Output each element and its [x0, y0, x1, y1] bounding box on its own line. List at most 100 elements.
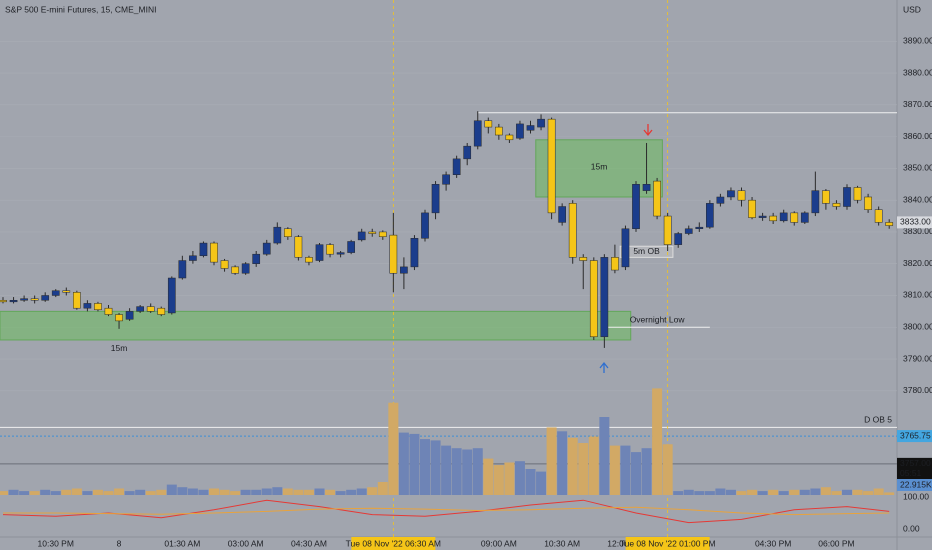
candle-body — [621, 228, 630, 268]
volume-bar — [683, 489, 694, 495]
volume-bar — [124, 491, 135, 495]
volume-bar — [873, 488, 884, 495]
candle-body — [83, 303, 92, 309]
candle-body — [273, 226, 282, 244]
volume-bar — [472, 448, 483, 495]
candle-body — [495, 126, 503, 136]
x-tick-label: 10:30 AM — [544, 538, 580, 548]
candle-body — [199, 242, 208, 257]
zone — [0, 310, 632, 341]
candle-body — [262, 242, 271, 255]
volume-bar — [578, 443, 589, 495]
volume-bar — [261, 488, 272, 495]
zone-label: 15m — [591, 162, 608, 172]
volume-bar — [810, 488, 821, 495]
candle-body — [400, 266, 408, 274]
level-label: D OB 5 — [864, 415, 892, 425]
volume-bar — [198, 489, 209, 495]
chart-title: S&P 500 E-mini Futures, 15, CME_MINI — [5, 4, 156, 14]
zone-label: 15m — [111, 343, 128, 353]
volume-bar — [842, 489, 852, 495]
price-label-bg — [897, 457, 932, 480]
candle-body — [558, 206, 566, 223]
volume-bar — [114, 488, 125, 495]
volume-bar — [50, 491, 61, 495]
volume-bar — [620, 445, 631, 495]
candle-body — [410, 238, 419, 268]
volume-bar — [367, 487, 378, 495]
volume-bar — [588, 436, 599, 495]
candle-body — [305, 257, 313, 263]
osc-tick-label: 0.00 — [903, 523, 920, 533]
x-tick-label: 04:30 AM — [291, 538, 327, 548]
y-tick-label: 3850.00 — [903, 163, 932, 173]
osc-tick-label: 100.00 — [903, 491, 929, 501]
candle-body — [663, 215, 672, 245]
volume-bar — [557, 431, 568, 495]
volume-bar — [92, 489, 103, 495]
volume-bar — [704, 491, 715, 495]
candle-body — [611, 257, 619, 271]
candle-body — [146, 306, 155, 312]
time-highlight — [351, 537, 436, 550]
candle-body — [452, 158, 461, 175]
volume-bar — [420, 439, 430, 495]
candle-body — [568, 203, 577, 258]
candle-body — [822, 190, 830, 204]
volume-bar — [441, 445, 452, 495]
candle-body — [231, 266, 239, 274]
volume-bar — [293, 489, 304, 495]
price-label-bg — [897, 216, 932, 229]
y-tick-label: 3780.00 — [903, 385, 932, 395]
volume-bar — [631, 452, 641, 495]
price-label: 3833.00 — [900, 217, 931, 227]
volume-bar — [525, 469, 536, 495]
volume-bar — [145, 491, 156, 495]
volume-bar — [757, 491, 768, 495]
ob-box — [619, 245, 674, 258]
candle-body — [589, 260, 598, 338]
candle-body — [178, 260, 187, 279]
candle-body — [104, 307, 113, 315]
candle-body — [326, 244, 334, 255]
volume-bar — [820, 487, 831, 495]
candle-body — [706, 203, 714, 228]
volume-bar — [504, 462, 515, 495]
volume-bar — [0, 491, 8, 495]
volume-bar — [599, 417, 610, 495]
volume-bar — [430, 440, 441, 495]
volume-bar — [282, 488, 293, 495]
candle-body — [115, 314, 123, 322]
candle-body — [864, 196, 872, 210]
volume-bar — [451, 448, 462, 495]
x-tick-label: Tue 08 Nov '22 01:00 PM — [620, 538, 716, 548]
volume-bar — [493, 465, 504, 495]
volume-bar — [82, 491, 93, 495]
candle-body — [357, 231, 366, 241]
candle-body — [125, 311, 134, 320]
candle-body — [853, 187, 862, 201]
volume-bar — [694, 491, 705, 495]
volume-bar — [209, 488, 219, 495]
volume-bar — [609, 445, 620, 495]
candle-body — [94, 303, 102, 311]
volume-bar — [8, 489, 19, 495]
y-tick-label: 3890.00 — [903, 36, 932, 46]
candle-body — [758, 215, 767, 218]
marks-layer: 100.00 0.00 3833.00 3765.75 3757.0005:5122.9… — [0, 111, 932, 550]
volume-bar — [314, 488, 325, 495]
candle-body — [220, 260, 229, 269]
volume-bar — [789, 489, 800, 495]
x-tick-label: 04:30 PM — [755, 538, 791, 548]
candle-body — [516, 123, 524, 139]
candle-body — [600, 257, 609, 338]
candle-body — [716, 196, 725, 204]
volume-bar — [219, 489, 230, 495]
volume-label: 22.915K — [900, 479, 932, 489]
candle-body — [505, 134, 514, 141]
candle-body — [537, 118, 545, 128]
candle-body — [157, 307, 166, 315]
y-tick-label: 3830.00 — [903, 226, 932, 236]
volume-bar — [799, 489, 810, 495]
x-tick-label: 8 — [117, 538, 122, 548]
